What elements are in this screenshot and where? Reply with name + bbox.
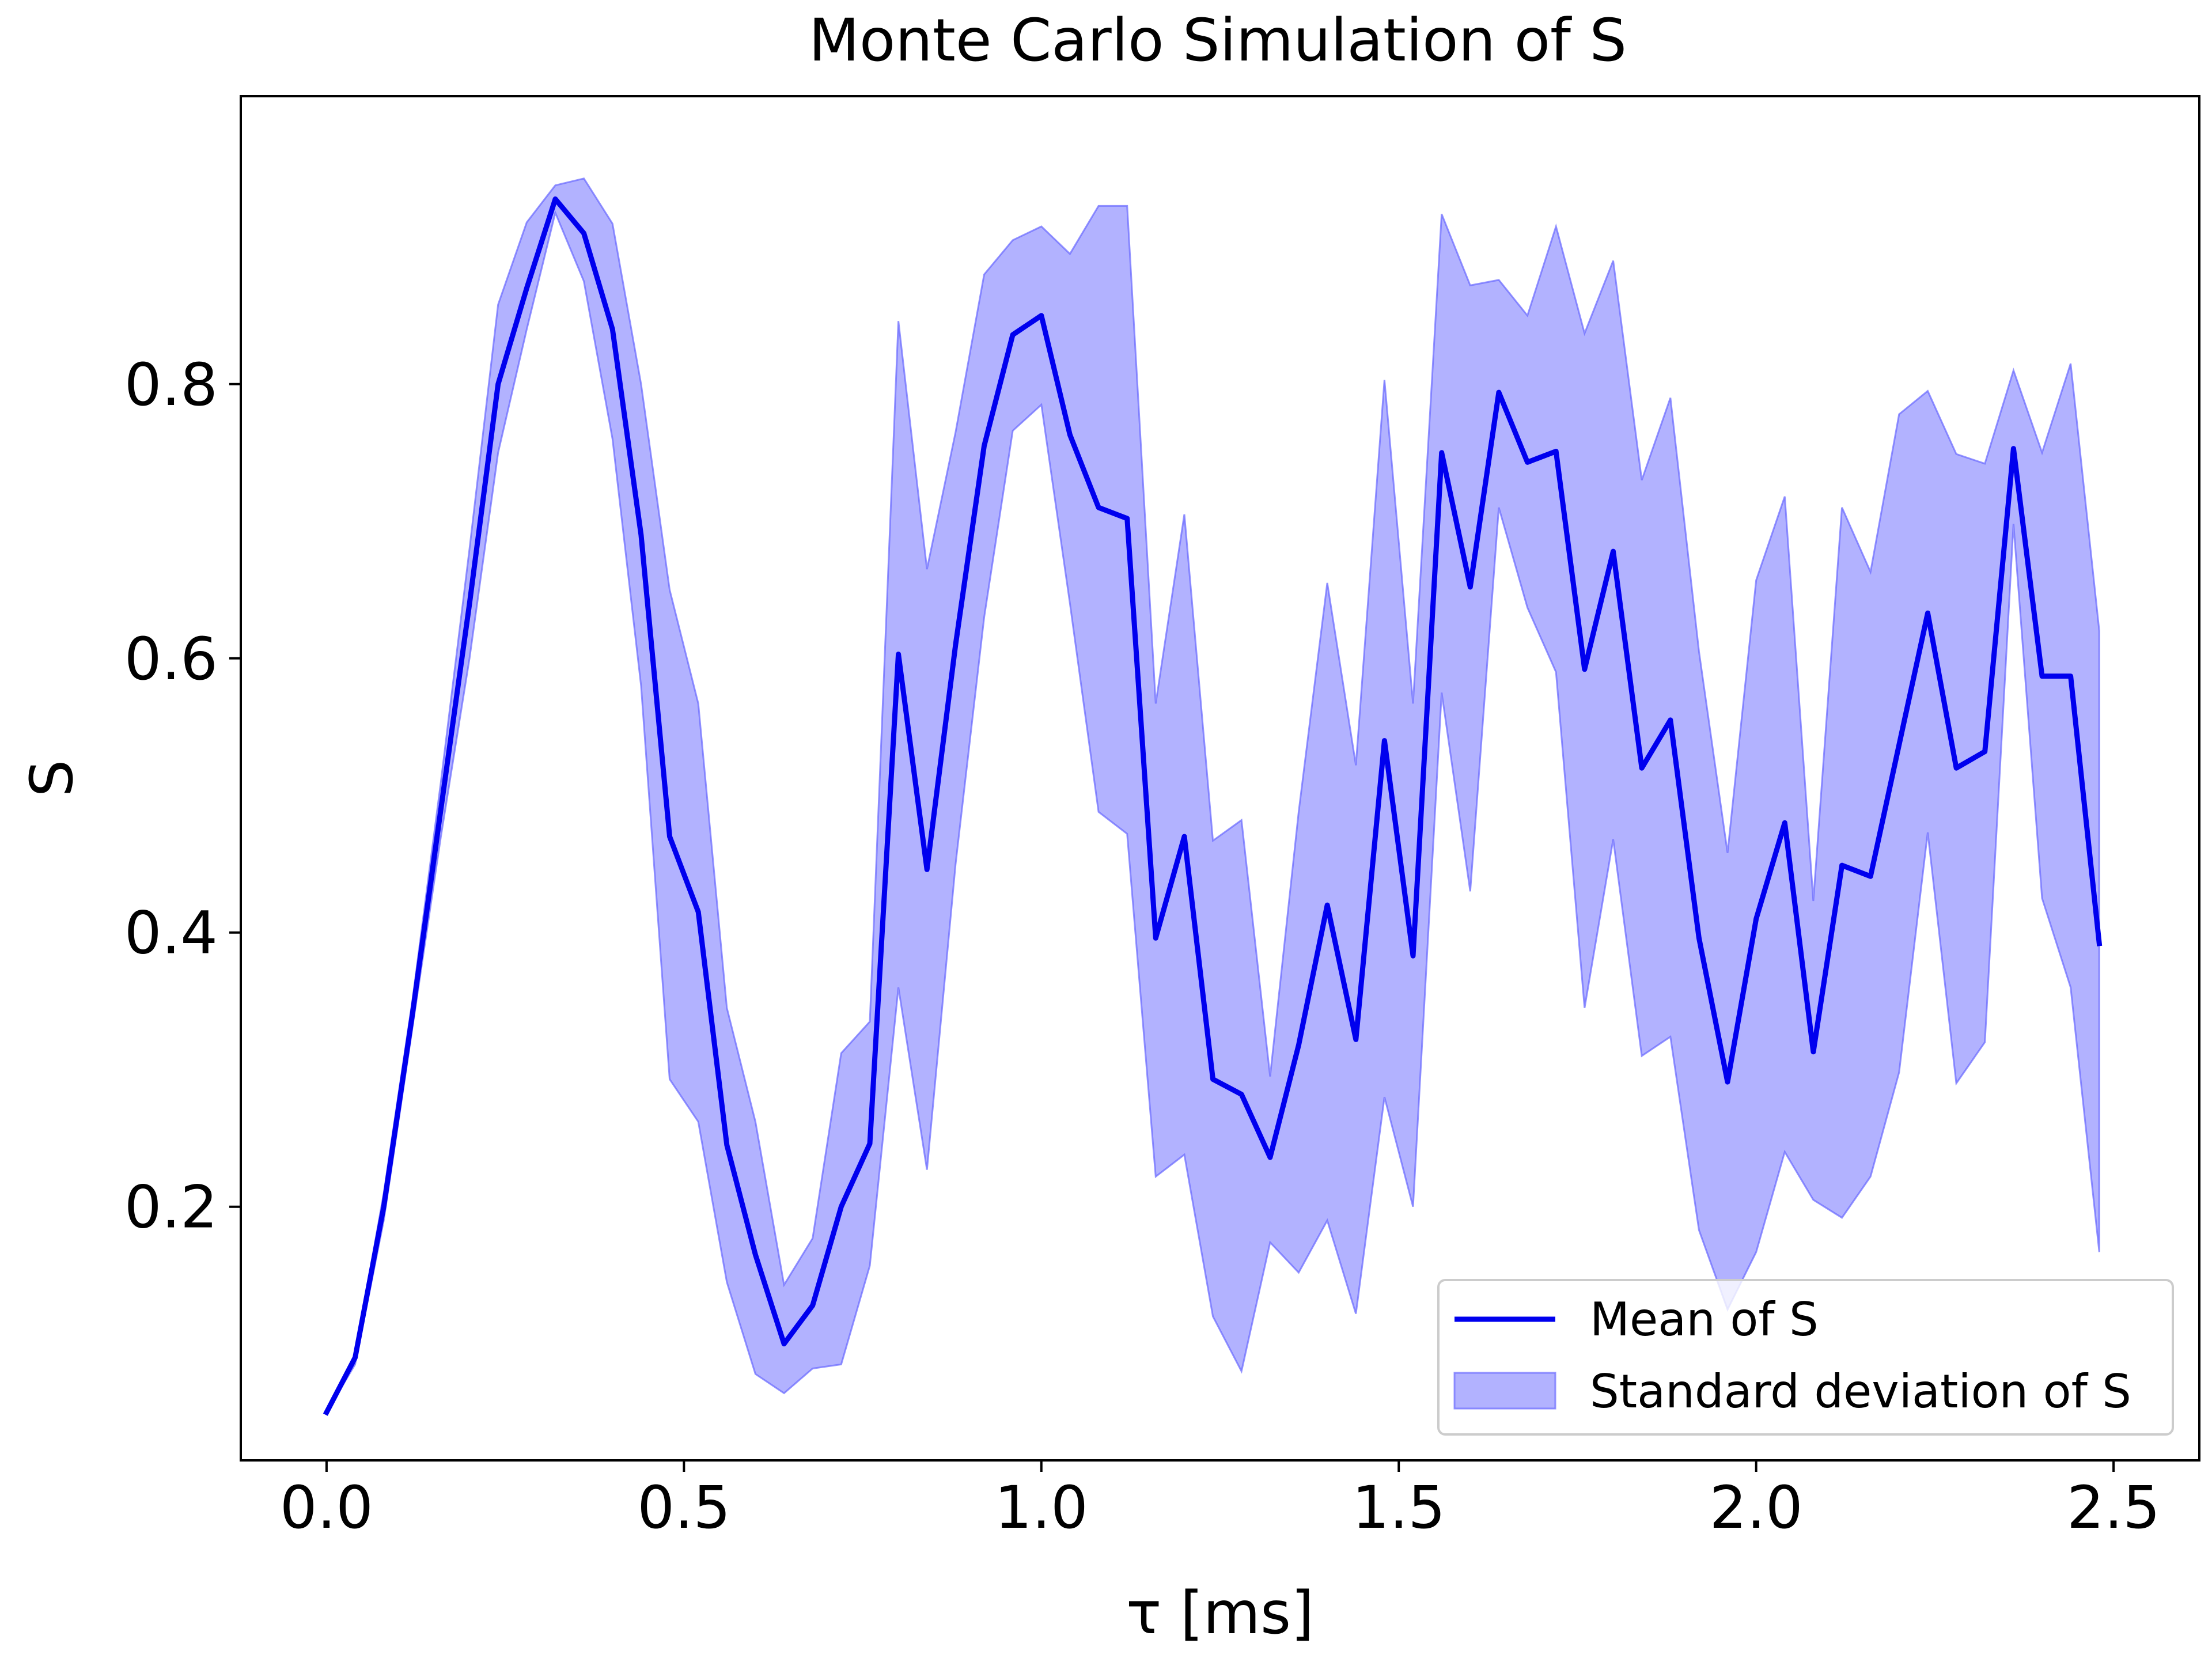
legend-label-mean: Mean of S	[1590, 1293, 1819, 1346]
legend-box	[1437, 1279, 2174, 1436]
legend-label-std: Standard deviation of S	[1590, 1365, 2131, 1418]
y-axis-ticks: 0.2 0.4 0.6 0.8	[124, 351, 241, 1242]
mean-line-layer	[323, 196, 2103, 1416]
x-tick-label: 1.0	[995, 1474, 1088, 1542]
plot-frame	[240, 95, 2200, 1462]
x-tick-label: 2.0	[1710, 1474, 1803, 1542]
x-tick-label: 0.0	[280, 1474, 373, 1542]
y-tick-label: 0.4	[124, 899, 218, 968]
y-tick-label: 0.8	[124, 351, 218, 419]
x-axis-label: τ [ms]	[1126, 1579, 1314, 1648]
mean-line	[323, 196, 2103, 1416]
chart-title: Monte Carlo Simulation of S	[809, 6, 1627, 75]
y-tick-label: 0.2	[124, 1173, 218, 1242]
x-tick-label: 2.5	[2067, 1474, 2160, 1542]
y-tick-label: 0.6	[124, 625, 218, 694]
y-axis-label: S	[18, 760, 86, 797]
x-tick-label: 0.5	[637, 1474, 730, 1542]
legend-swatch-std	[1453, 1372, 1556, 1410]
x-axis-ticks: 0.0 0.5 1.0 1.5 2.0 2.5	[280, 1460, 2160, 1542]
legend: Mean of S Standard deviation of S	[1437, 1279, 2174, 1436]
x-tick-label: 1.5	[1352, 1474, 1445, 1542]
